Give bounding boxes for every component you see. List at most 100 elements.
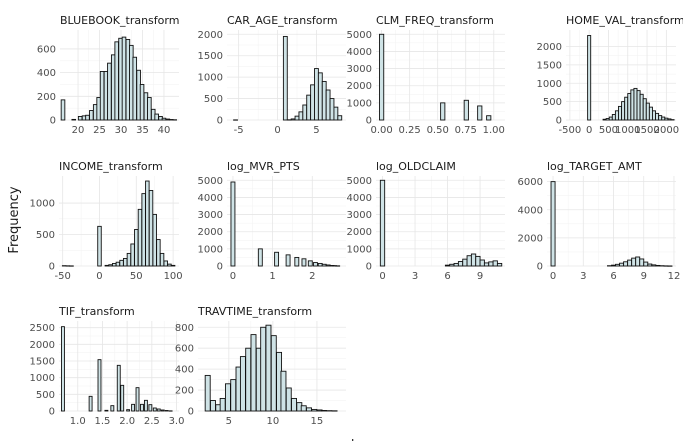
histogram-bar [623,261,629,267]
histogram-bar [126,409,131,412]
histogram-bar [463,99,469,121]
x-tick-label: -5 [234,125,244,136]
histogram-bar [635,256,641,267]
histogram-bar [618,105,623,121]
x-tick-label: 40 [158,125,171,136]
y-tick-label: 200 [37,92,56,103]
histogram-bar [219,397,226,412]
histogram-bar [337,115,343,121]
histogram-bar [121,36,127,121]
y-tick-label: 200 [175,386,194,397]
x-tick-label: 0 [274,125,280,136]
histogram-bar [379,33,385,121]
histogram-bar [321,80,327,121]
x-tick-label: 0 [550,271,556,282]
histogram-bar [148,190,154,267]
histogram-bar [587,35,592,121]
histogram-bar [77,115,83,121]
histogram-bar [325,264,331,267]
histogram-bar [126,252,132,267]
histogram-bar [123,257,128,267]
x-tick-label: 3 [580,271,586,282]
y-tick-label: 0 [50,116,56,127]
panel-7: 0 3 6 9 0 1000 2000 3000 4000 5000 log_OLDCLAIM [347,160,505,282]
y-tick-label: 1000 [198,73,223,84]
panel-9: 1.0 1.5 2.0 2.5 3.0 0 500 1000 1500 2000 2500TIF_t… [30,305,185,427]
x-tick-label: 12 [668,271,681,282]
histogram-bar [239,356,246,412]
histogram-bar [167,263,172,267]
x-tick-label: 15 [311,416,324,427]
histogram-bar [300,405,307,412]
y-tick-label: 3000 [347,210,372,221]
x-tick-label: 500 [599,125,618,136]
x-tick-label: 1500 [634,125,659,136]
histogram-bar [329,98,335,121]
histogram-bar [132,56,138,121]
histogram-bar [154,113,159,121]
histogram-bar [379,179,386,267]
histogram-bar [294,256,300,267]
histogram-bar [483,262,490,267]
histogram-bar [301,258,307,267]
panel-title: log_OLDCLAIM [376,160,456,173]
histogram-bar [140,403,144,412]
histogram-bar [306,407,312,412]
histogram-bar [444,264,451,267]
histogram-bar [648,106,653,121]
x-tick-label: 30 [115,125,128,136]
histogram-bar [257,248,263,267]
y-tick-label: 3000 [198,210,223,221]
histogram-bar [274,251,280,267]
histogram-bar [135,387,140,412]
panel-title: HOME_VAL_transform [566,14,683,27]
y-tick-label: 2000 [347,81,372,92]
histogram-bar [630,89,635,121]
histogram-bar [291,397,297,412]
x-tick-label: 10 [267,416,280,427]
histogram-bar [496,262,503,267]
x-tick-label: 2.5 [144,416,160,427]
panel-3: 0.00 0.25 0.50 0.75 1.00 0 1000 2000 3000 4000 500… [347,14,505,136]
histogram-bar [230,379,237,412]
x-tick-label: 0.25 [399,125,421,136]
y-tick-label: 2000 [198,227,223,238]
y-tick-label: 500 [204,94,223,105]
x-tick-label: 2.0 [119,416,135,427]
y-tick-label: 0 [366,262,372,273]
histogram-bar [614,110,619,121]
histogram-bar [210,400,216,412]
x-tick-label: 0.50 [427,125,449,136]
histogram-bar [110,405,115,412]
y-tick-label: 0 [49,407,55,418]
histogram-bar [440,102,446,121]
histogram-bar [633,87,638,121]
y-tick-label: 2000 [537,42,562,53]
y-tick-label: 0 [556,116,562,127]
x-tick-label: 35 [136,125,149,136]
y-tick-label: 400 [175,365,194,376]
histogram-bar [615,263,621,267]
histogram-bar [60,99,66,121]
histogram-bar [631,257,637,267]
histogram-bar [104,264,110,267]
panel-title: INCOME_transform [59,160,163,173]
histogram-bar [314,68,319,121]
histogram-bar [137,208,143,267]
histogram-bar [285,254,291,267]
histogram-bar [152,407,157,412]
histogram-bar [141,193,146,267]
histogram-bar [280,370,287,412]
y-tick-label: 2000 [30,340,55,351]
x-tick-label: 3.0 [169,416,185,427]
histogram-bar [321,410,327,412]
histogram-bar [156,239,161,267]
y-tick-label: 2000 [347,227,372,238]
histogram-bar [317,262,323,267]
histogram-bar [466,255,472,267]
x-tick-label: 9 [641,271,647,282]
x-tick-label: 0.00 [370,125,392,136]
